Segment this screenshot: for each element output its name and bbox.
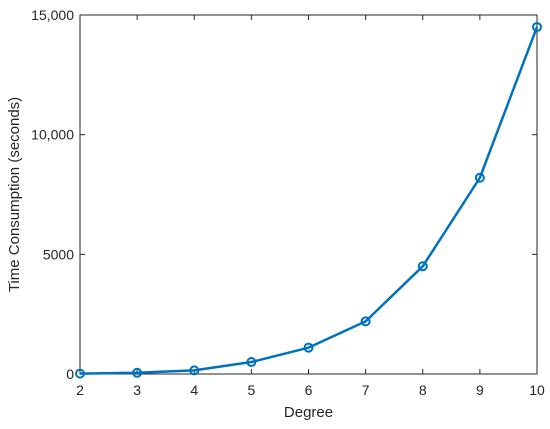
x-tick-label: 7 <box>362 382 370 398</box>
x-tick-label: 9 <box>476 382 484 398</box>
data-point-marker <box>474 172 485 183</box>
x-tick-label: 5 <box>247 382 255 398</box>
y-axis-title: Time Consumption (seconds) <box>6 97 23 292</box>
x-tick-label: 8 <box>419 382 427 398</box>
data-point-marker <box>246 357 257 368</box>
data-point-marker <box>189 365 200 376</box>
series-layer <box>75 21 542 379</box>
data-point-marker <box>532 21 542 32</box>
data-point-marker <box>417 261 428 272</box>
x-tick-label: 3 <box>133 382 141 398</box>
x-axis-title: Degree <box>284 404 333 421</box>
y-tick-label: 5000 <box>43 246 74 262</box>
x-tick-label: 4 <box>190 382 198 398</box>
y-tick-label: 10,000 <box>31 127 74 143</box>
y-tick-label: 0 <box>66 366 74 382</box>
data-point-marker <box>303 342 314 353</box>
x-tick-label: 10 <box>529 382 545 398</box>
y-axis: 0 5000 10,000 15,000 <box>31 7 537 382</box>
data-point-marker <box>132 367 143 378</box>
data-point-marker <box>360 316 371 327</box>
series-line <box>79 26 539 375</box>
data-point-marker <box>75 368 85 379</box>
plot-area <box>79 14 538 375</box>
y-tick-label: 15,000 <box>31 7 74 23</box>
x-tick-label: 2 <box>76 382 84 398</box>
x-tick-label: 6 <box>305 382 313 398</box>
